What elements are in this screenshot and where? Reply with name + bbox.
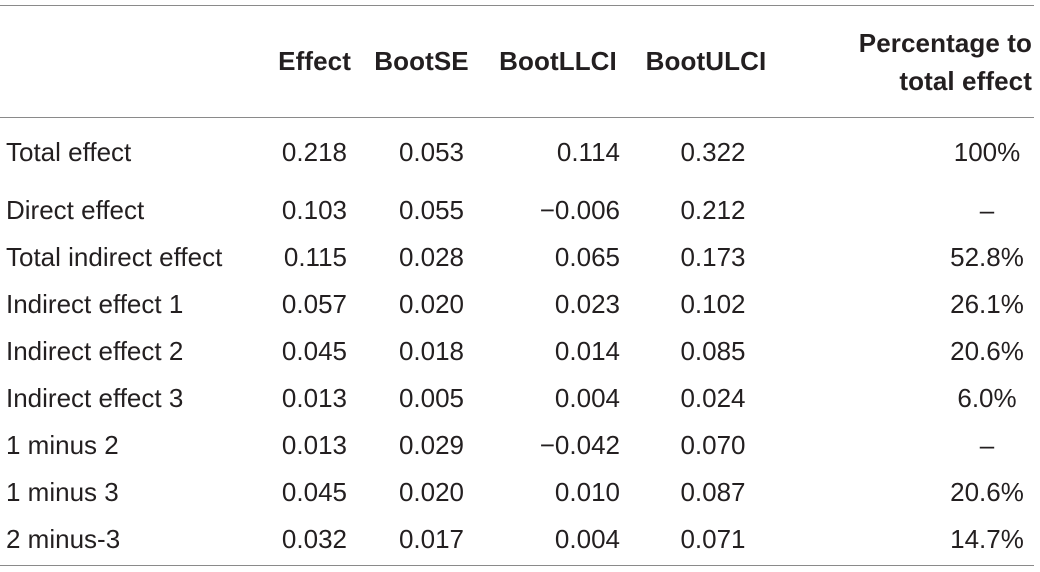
cell-bootllci: 0.114 bbox=[556, 136, 620, 167]
table-row: Indirect effect 1 0.057 0.020 0.023 0.102 26.… bbox=[0, 281, 1034, 328]
cell-bootse: 0.029 bbox=[398, 430, 465, 460]
cell-bootulci: 0.102 bbox=[680, 289, 746, 319]
cell-bootse: 0.020 bbox=[398, 289, 465, 319]
cell-bootllci: −0.042 bbox=[539, 430, 620, 460]
cell-bootllci: 0.010 bbox=[554, 477, 620, 507]
cell-effect: 0.057 bbox=[281, 289, 347, 319]
cell-bootse: 0.055 bbox=[398, 195, 465, 225]
header-bootulci: BootULCI bbox=[645, 46, 767, 76]
row-label: Total effect bbox=[6, 136, 132, 167]
cell-bootulci: 0.322 bbox=[680, 136, 746, 167]
cell-bootllci: 0.014 bbox=[554, 336, 620, 366]
cell-effect: 0.032 bbox=[281, 524, 347, 554]
cell-percentage: 100% bbox=[953, 136, 1021, 167]
cell-percentage: 20.6% bbox=[950, 336, 1024, 366]
cell-bootulci: 0.212 bbox=[680, 195, 746, 225]
cell-percentage: 20.6% bbox=[950, 477, 1024, 507]
table-body: Total effect 0.218 0.053 0.114 0.322 100% Dire… bbox=[0, 117, 1034, 563]
row-label: Indirect effect 1 bbox=[6, 289, 184, 319]
table-row: Total effect 0.218 0.053 0.114 0.322 100% bbox=[0, 117, 1034, 187]
cell-percentage: 26.1% bbox=[950, 289, 1024, 319]
cell-effect: 0.218 bbox=[281, 136, 347, 167]
table-row: 2 minus-3 0.032 0.017 0.004 0.071 14.7% bbox=[0, 516, 1034, 563]
row-label: Direct effect bbox=[6, 195, 145, 225]
row-label: Indirect effect 2 bbox=[6, 336, 184, 366]
cell-bootse: 0.020 bbox=[398, 477, 465, 507]
row-label: 1 minus 3 bbox=[6, 477, 119, 507]
cell-bootse: 0.053 bbox=[398, 136, 465, 167]
cell-percentage: – bbox=[979, 430, 995, 460]
mediation-effects-table: Effect BootSE BootLLCI BootULCI Percenta… bbox=[0, 6, 1034, 563]
table-top-rule bbox=[0, 5, 1034, 6]
table-row: Total indirect effect 0.115 0.028 0.065 0.17… bbox=[0, 234, 1034, 281]
cell-effect: 0.115 bbox=[283, 242, 347, 272]
cell-effect: 0.045 bbox=[281, 477, 347, 507]
cell-bootllci: 0.065 bbox=[554, 242, 620, 272]
cell-bootllci: 0.023 bbox=[554, 289, 620, 319]
cell-bootulci: 0.070 bbox=[680, 430, 746, 460]
header-label-cell bbox=[0, 6, 255, 117]
cell-bootulci: 0.085 bbox=[680, 336, 746, 366]
row-label: Total indirect effect bbox=[6, 242, 223, 272]
table-row: 1 minus 2 0.013 0.029 −0.042 0.070 – bbox=[0, 422, 1034, 469]
cell-effect: 0.013 bbox=[281, 430, 347, 460]
header-percentage-line1: Percentage to bbox=[858, 27, 1032, 58]
cell-bootse: 0.005 bbox=[398, 383, 465, 413]
table-row: Indirect effect 3 0.013 0.005 0.004 0.024 6.0… bbox=[0, 375, 1034, 422]
cell-effect: 0.045 bbox=[281, 336, 347, 366]
cell-bootse: 0.017 bbox=[398, 524, 465, 554]
cell-effect: 0.103 bbox=[281, 195, 347, 225]
cell-bootulci: 0.024 bbox=[680, 383, 746, 413]
row-label: 2 minus-3 bbox=[6, 524, 121, 554]
cell-bootllci: 0.004 bbox=[554, 524, 620, 554]
header-percentage-line2: total effect bbox=[899, 65, 1032, 96]
cell-percentage: – bbox=[979, 195, 995, 225]
header-percentage: Percentage to total effect bbox=[780, 6, 1034, 117]
table-row: Direct effect 0.103 0.055 −0.006 0.212 – bbox=[0, 187, 1034, 234]
cell-bootllci: 0.004 bbox=[554, 383, 620, 413]
cell-bootse: 0.028 bbox=[398, 242, 465, 272]
header-row: Effect BootSE BootLLCI BootULCI Percenta… bbox=[0, 6, 1034, 117]
cell-bootllci: −0.006 bbox=[539, 195, 620, 225]
row-label: 1 minus 2 bbox=[6, 430, 119, 460]
table-row: 1 minus 3 0.045 0.020 0.010 0.087 20.6% bbox=[0, 469, 1034, 516]
cell-effect: 0.013 bbox=[281, 383, 347, 413]
cell-percentage: 52.8% bbox=[950, 242, 1024, 272]
table-header-rule bbox=[0, 117, 1034, 118]
cell-bootulci: 0.173 bbox=[680, 242, 746, 272]
table-bottom-rule bbox=[0, 565, 1034, 566]
cell-bootulci: 0.087 bbox=[680, 477, 746, 507]
table-header: Effect BootSE BootLLCI BootULCI Percenta… bbox=[0, 6, 1034, 117]
header-bootse: BootSE bbox=[374, 46, 469, 76]
header-effect: Effect bbox=[278, 46, 351, 76]
table-row: Indirect effect 2 0.045 0.018 0.014 0.085 20.… bbox=[0, 328, 1034, 375]
cell-bootulci: 0.071 bbox=[680, 524, 746, 554]
header-bootllci: BootLLCI bbox=[499, 46, 617, 76]
cell-percentage: 14.7% bbox=[950, 524, 1024, 554]
cell-bootse: 0.018 bbox=[398, 336, 465, 366]
row-label: Indirect effect 3 bbox=[6, 383, 184, 413]
cell-percentage: 6.0% bbox=[957, 383, 1017, 413]
